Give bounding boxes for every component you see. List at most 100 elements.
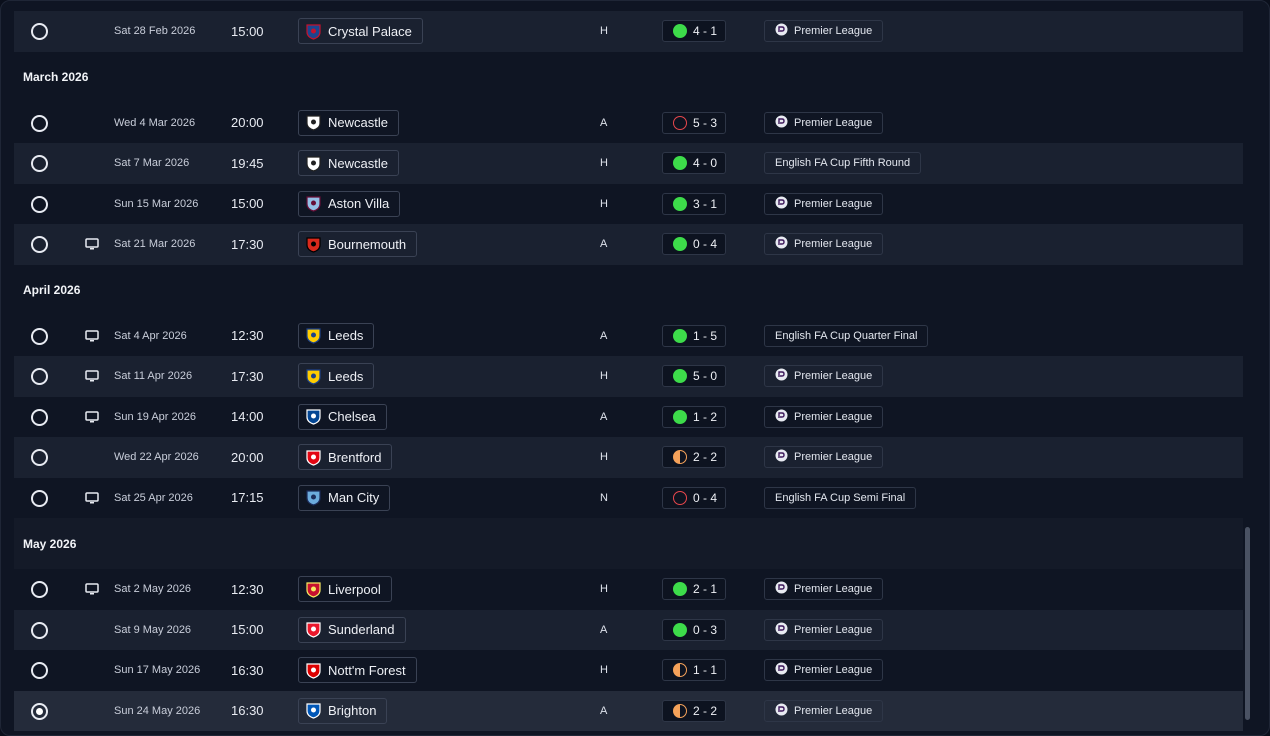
opponent-team-button[interactable]: Brentford — [298, 444, 393, 471]
win-indicator-icon — [673, 409, 687, 424]
opponent-team-button[interactable]: Man City — [298, 484, 391, 511]
opponent-team-button[interactable]: Brighton — [298, 697, 388, 724]
fixture-row[interactable]: Sat 11 Apr 2026 17:30 Leeds H 5 - 0 Premier L… — [14, 356, 1243, 397]
match-result-button[interactable]: 5 - 3 — [662, 111, 726, 134]
premier-league-icon — [775, 236, 788, 252]
opponent-team-button[interactable]: Aston Villa — [298, 190, 401, 217]
match-result-button[interactable]: 0 - 3 — [662, 618, 726, 641]
fixture-radio-button[interactable] — [31, 155, 48, 173]
fixture-date: Wed 4 Mar 2026 — [114, 116, 196, 129]
match-result-button[interactable]: 2 - 1 — [662, 578, 726, 601]
match-result-button[interactable]: 1 - 2 — [662, 405, 726, 428]
fixture-time: 14:00 — [231, 409, 264, 425]
fixture-row[interactable]: Sat 21 Mar 2026 17:30 Bournemouth A 0 - 4 Pre… — [14, 224, 1243, 265]
brentford-crest — [305, 449, 322, 466]
competition-badge[interactable]: Premier League — [764, 578, 884, 601]
competition-badge[interactable]: Premier League — [764, 365, 884, 388]
opponent-name: Leeds — [328, 368, 364, 384]
fixture-radio-button[interactable] — [31, 489, 48, 507]
loss-indicator-icon — [673, 490, 687, 505]
opponent-team-button[interactable]: Newcastle — [298, 150, 399, 177]
opponent-team-button[interactable]: Leeds — [298, 322, 375, 349]
premier-league-icon — [775, 581, 788, 597]
fixture-radio-button[interactable] — [31, 408, 48, 426]
competition-badge[interactable]: Premier League — [764, 618, 884, 641]
tv-broadcast-icon — [85, 330, 99, 342]
premier-league-icon — [775, 368, 788, 384]
match-result-button[interactable]: 2 - 2 — [662, 446, 726, 469]
opponent-team-button[interactable]: Leeds — [298, 363, 375, 390]
match-score: 2 - 1 — [693, 582, 718, 597]
competition-badge[interactable]: Premier League — [764, 20, 884, 43]
month-header: April 2026 — [23, 283, 81, 297]
fixture-radio-button[interactable] — [31, 449, 48, 467]
match-result-button[interactable]: 1 - 5 — [662, 324, 726, 347]
fixture-radio-button[interactable] — [31, 195, 48, 213]
fixture-radio-button[interactable] — [31, 702, 48, 720]
fixture-list: Sat 28 Feb 2026 15:00 Crystal Palace H 4 - 1… — [14, 11, 1243, 731]
fixture-time: 19:45 — [231, 155, 264, 171]
competition-badge[interactable]: Premier League — [764, 405, 884, 428]
fixture-row[interactable]: Sun 19 Apr 2026 14:00 Chelsea A 1 - 2 Premier… — [14, 397, 1243, 438]
fixture-time: 15:00 — [231, 23, 264, 39]
match-result-button[interactable]: 4 - 0 — [662, 152, 726, 175]
match-result-button[interactable]: 0 - 4 — [662, 486, 726, 509]
opponent-team-button[interactable]: Nott'm Forest — [298, 657, 417, 684]
venue-indicator: A — [600, 116, 608, 129]
fixture-radio-button[interactable] — [31, 236, 48, 254]
fixture-date: Sat 11 Apr 2026 — [114, 370, 193, 383]
competition-name: English FA Cup Fifth Round — [775, 157, 911, 170]
fixture-row[interactable]: Sat 25 Apr 2026 17:15 Man City N 0 - 4 Englis… — [14, 478, 1243, 519]
competition-name: Premier League — [794, 116, 873, 129]
competition-badge[interactable]: Premier League — [764, 233, 884, 256]
opponent-team-button[interactable]: Newcastle — [298, 109, 399, 136]
tv-broadcast-icon — [85, 238, 99, 250]
fixture-radio-button[interactable] — [31, 23, 48, 41]
scrollbar-thumb[interactable] — [1245, 527, 1250, 720]
fixture-row[interactable]: Sat 7 Mar 2026 19:45 Newcastle H 4 - 0 Englis… — [14, 143, 1243, 184]
competition-badge[interactable]: Premier League — [764, 192, 884, 215]
fixture-row[interactable]: Wed 22 Apr 2026 20:00 Brentford H 2 - 2 Premi… — [14, 437, 1243, 478]
premier-league-icon — [775, 662, 788, 678]
venue-indicator: H — [600, 451, 608, 464]
competition-badge[interactable]: Premier League — [764, 111, 884, 134]
competition-badge[interactable]: Premier League — [764, 446, 884, 469]
fixture-radio-button[interactable] — [31, 621, 48, 639]
fixture-radio-button[interactable] — [31, 368, 48, 386]
fixture-row[interactable]: Sat 9 May 2026 15:00 Sunderland A 0 - 3 Premi… — [14, 609, 1243, 650]
match-result-button[interactable]: 4 - 1 — [662, 20, 726, 43]
fixture-radio-button[interactable] — [31, 662, 48, 680]
competition-badge[interactable]: Premier League — [764, 699, 884, 722]
fixture-row[interactable]: Sat 2 May 2026 12:30 Liverpool H 2 - 1 Premie… — [14, 569, 1243, 610]
competition-badge[interactable]: English FA Cup Fifth Round — [764, 152, 922, 175]
opponent-name: Leeds — [328, 328, 364, 344]
competition-badge[interactable]: Premier League — [764, 659, 884, 682]
opponent-team-button[interactable]: Sunderland — [298, 616, 406, 643]
fixture-date: Wed 22 Apr 2026 — [114, 451, 199, 464]
aston-villa-crest — [305, 195, 322, 212]
fixture-row[interactable]: Sun 24 May 2026 16:30 Brighton A 2 - 2 Premie… — [14, 690, 1243, 731]
fixture-time: 16:30 — [231, 662, 264, 678]
fixture-row[interactable]: Wed 4 Mar 2026 20:00 Newcastle A 5 - 3 Premie… — [14, 103, 1243, 144]
fixture-row[interactable]: Sun 15 Mar 2026 15:00 Aston Villa H 3 - 1 Pre… — [14, 184, 1243, 225]
fixture-row[interactable]: Sun 17 May 2026 16:30 Nott'm Forest H 1 - 1 P… — [14, 650, 1243, 691]
opponent-team-button[interactable]: Bournemouth — [298, 231, 418, 258]
fixture-radio-button[interactable] — [31, 114, 48, 132]
fixture-date: Sun 17 May 2026 — [114, 664, 201, 677]
opponent-team-button[interactable]: Crystal Palace — [298, 18, 423, 45]
fixture-radio-button[interactable] — [31, 327, 48, 345]
fixture-row[interactable]: Sat 4 Apr 2026 12:30 Leeds A 1 - 5 English FA… — [14, 316, 1243, 357]
match-result-button[interactable]: 0 - 4 — [662, 233, 726, 256]
fixture-row[interactable]: Sat 28 Feb 2026 15:00 Crystal Palace H 4 - 1… — [14, 11, 1243, 52]
match-score: 5 - 0 — [693, 369, 718, 384]
match-score: 1 - 2 — [693, 409, 718, 424]
match-result-button[interactable]: 5 - 0 — [662, 365, 726, 388]
opponent-team-button[interactable]: Liverpool — [298, 576, 392, 603]
competition-badge[interactable]: English FA Cup Quarter Final — [764, 324, 929, 347]
match-result-button[interactable]: 3 - 1 — [662, 192, 726, 215]
match-result-button[interactable]: 1 - 1 — [662, 659, 726, 682]
fixture-radio-button[interactable] — [31, 581, 48, 599]
opponent-team-button[interactable]: Chelsea — [298, 403, 387, 430]
competition-badge[interactable]: English FA Cup Semi Final — [764, 486, 917, 509]
match-result-button[interactable]: 2 - 2 — [662, 699, 726, 722]
